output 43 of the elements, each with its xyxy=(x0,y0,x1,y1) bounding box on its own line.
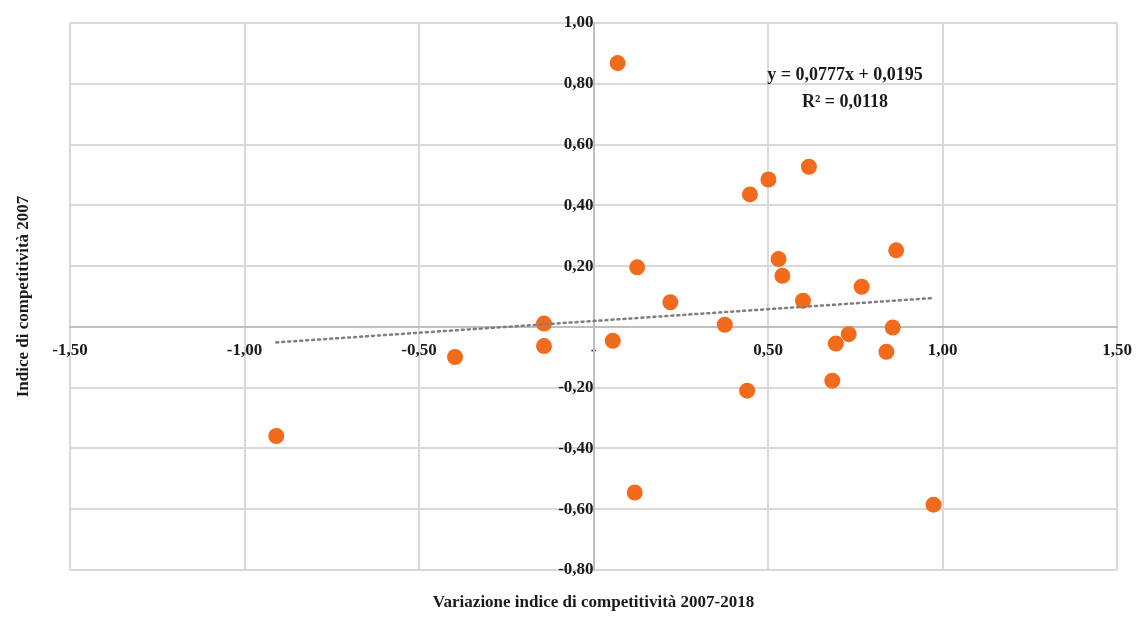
point xyxy=(925,496,942,513)
point xyxy=(626,484,643,501)
point xyxy=(716,316,733,333)
point xyxy=(878,343,895,360)
point xyxy=(629,259,646,276)
x-tick-label: 1,00 xyxy=(927,340,958,360)
x-tick-label: 1,50 xyxy=(1102,340,1132,360)
y-tick-label: -0,60 xyxy=(558,498,594,518)
y-axis-title: Indice di competitività 2007 xyxy=(13,195,33,398)
point xyxy=(884,319,901,336)
point xyxy=(739,382,756,399)
y-tick-label: -0,80 xyxy=(558,559,594,579)
point xyxy=(827,335,844,352)
x-tick-label: -1,50 xyxy=(52,340,88,360)
point xyxy=(536,338,552,355)
y-tick-label: 1,00 xyxy=(563,12,594,32)
y-tick-label: -0,20 xyxy=(558,377,594,397)
point xyxy=(741,186,758,203)
point xyxy=(888,242,905,259)
y-tick-label: 0,20 xyxy=(563,255,594,275)
x-axis-title: Variazione indice di competitività 2007-2018 xyxy=(432,592,755,612)
point xyxy=(446,348,463,365)
point xyxy=(774,267,791,284)
point xyxy=(853,278,870,295)
point xyxy=(840,326,857,343)
y-tick-label: 0,40 xyxy=(563,194,594,214)
point xyxy=(794,292,811,309)
point xyxy=(824,372,841,389)
point xyxy=(770,251,787,268)
y-tick-label: -0,40 xyxy=(558,437,594,457)
point xyxy=(800,158,817,175)
x-tick-label: -1,00 xyxy=(226,340,263,360)
y-tick-label: 0,80 xyxy=(563,73,594,93)
x-tick-label: -0,50 xyxy=(401,340,437,360)
point xyxy=(609,55,626,72)
annotation: y = 0,0777x + 0,0195 xyxy=(767,63,923,84)
point xyxy=(760,171,777,188)
point xyxy=(604,332,621,349)
y-tick-label: 0,60 xyxy=(563,133,594,153)
x-tick-label: 0,50 xyxy=(753,340,783,360)
point xyxy=(268,427,285,444)
annotation: R² = 0,0118 xyxy=(801,90,889,111)
point xyxy=(662,294,679,311)
